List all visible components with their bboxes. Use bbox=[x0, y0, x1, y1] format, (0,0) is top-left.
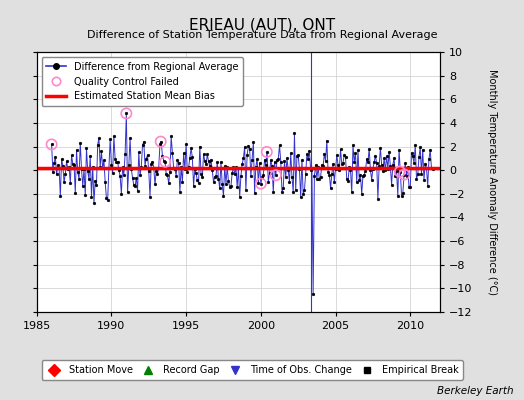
Quality Control Failed bbox=[400, 171, 409, 178]
Difference from Regional Average bbox=[49, 142, 55, 147]
Difference from Regional Average bbox=[123, 111, 129, 116]
Quality Control Failed bbox=[122, 110, 130, 117]
Quality Control Failed bbox=[271, 172, 280, 178]
Text: Berkeley Earth: Berkeley Earth bbox=[437, 386, 514, 396]
Difference from Regional Average bbox=[310, 292, 316, 297]
Quality Control Failed bbox=[48, 141, 56, 148]
Quality Control Failed bbox=[396, 168, 404, 175]
Quality Control Failed bbox=[257, 180, 265, 187]
Difference from Regional Average bbox=[239, 162, 245, 167]
Y-axis label: Monthly Temperature Anomaly Difference (°C): Monthly Temperature Anomaly Difference (… bbox=[487, 69, 497, 295]
Text: Difference of Station Temperature Data from Regional Average: Difference of Station Temperature Data f… bbox=[87, 30, 437, 40]
Difference from Regional Average bbox=[377, 145, 384, 150]
Legend: Station Move, Record Gap, Time of Obs. Change, Empirical Break: Station Move, Record Gap, Time of Obs. C… bbox=[41, 360, 463, 380]
Difference from Regional Average bbox=[324, 138, 330, 143]
Quality Control Failed bbox=[161, 158, 169, 165]
Difference from Regional Average bbox=[430, 167, 436, 172]
Difference from Regional Average bbox=[358, 192, 365, 196]
Line: Difference from Regional Average: Difference from Regional Average bbox=[50, 112, 434, 296]
Difference from Regional Average bbox=[242, 145, 248, 150]
Quality Control Failed bbox=[263, 149, 271, 155]
Quality Control Failed bbox=[157, 138, 165, 145]
Text: ERIEAU (AUT), ONT: ERIEAU (AUT), ONT bbox=[189, 18, 335, 33]
Difference from Regional Average bbox=[384, 154, 390, 159]
